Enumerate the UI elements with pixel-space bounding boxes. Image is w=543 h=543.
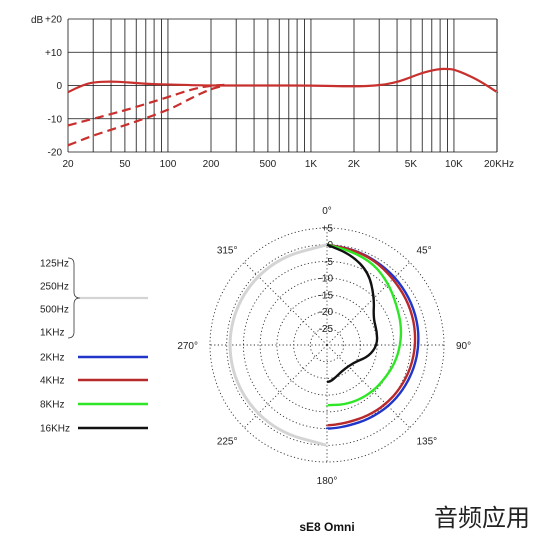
frequency-response-chart: dB +20+100-10-20 20 50 100 200 500 1K 2K 5K 10K 2… [31,15,514,171]
x-tick-label: 20KHz [484,159,514,170]
polar-series [228,243,420,447]
polar-pattern-chart: 0°45°90°135°180°225°270°315° +50-5-10-15… [177,206,471,534]
angle-label: 0° [322,206,332,217]
y-tick-label: +20 [45,15,62,26]
x-tick-label: 100 [160,159,177,170]
polar-spoke [326,261,411,346]
angle-label: 45° [417,246,432,257]
angle-label: 270° [177,341,198,352]
polar-radial-labels: +50-5-10-15-20-25 [319,224,334,335]
x-tick-label: 500 [260,159,277,170]
radial-tick-label: -25 [319,324,334,335]
radial-tick-label: +5 [322,224,334,235]
x-tick-label: 5K [405,159,418,170]
angle-label: 135° [417,437,438,448]
x-tick-label: 1K [305,159,318,170]
x-tick-label: 50 [119,159,131,170]
legend-label: 250Hz [40,282,69,293]
response-curve-dashed [67,83,226,127]
legend-label: 1KHz [40,328,64,339]
x-tick-label: 20 [62,159,74,170]
legend-label: 500Hz [40,305,69,316]
polar-spoke [243,344,328,429]
angle-label: 180° [317,476,338,487]
polar-curve [326,243,379,383]
response-curve-dashed [67,84,226,147]
angle-label: 225° [217,437,238,448]
x-tick-label: 2K [348,159,361,170]
legend-label: 125Hz [40,259,69,270]
polar-curve [325,243,417,427]
legend-label: 16KHz [40,424,70,435]
polar-spoke [243,261,328,346]
polar-legend: 125Hz 250Hz 500Hz 1KHz 2KHz 4KHz 8KHz 16KHz [40,257,148,435]
radial-tick-label: -5 [324,257,333,268]
polar-ring [309,327,345,363]
chart-title: sE8 Omni [299,520,354,534]
legend-bracket [67,257,81,339]
polar-curve [325,243,420,430]
x-tick-label: 10K [445,159,463,170]
response-curve [67,67,499,94]
watermark: 音频应用 [434,504,530,532]
frequency-y-ticks: +20 +10 0 -10 -20 [45,15,62,159]
frequency-series [67,67,499,147]
y-axis-label: dB [31,15,44,26]
radial-tick-label: -20 [319,307,334,318]
y-tick-label: 0 [56,81,62,92]
polar-spoke [326,344,411,429]
angle-label: 315° [217,246,238,257]
legend-label: 2KHz [40,353,64,364]
y-tick-label: +10 [45,48,62,59]
polar-ring [259,277,395,413]
y-tick-label: -20 [48,148,63,159]
polar-curve [325,243,403,407]
legend-label: 4KHz [40,376,64,387]
polar-ring [209,227,445,463]
polar-curve [228,243,329,447]
x-tick-label: 200 [203,159,220,170]
angle-label: 90° [456,341,471,352]
y-tick-label: -10 [48,114,63,125]
radial-tick-label: -10 [319,274,334,285]
polar-angle-labels: 0° 45° 90° 135° 180° 225° 270° 315° [177,206,471,487]
legend-label: 8KHz [40,400,64,411]
frequency-x-ticks: 20 50 100 200 500 1K 2K 5K 10K 20KHz [62,159,514,170]
radial-tick-label: -15 [319,290,334,301]
